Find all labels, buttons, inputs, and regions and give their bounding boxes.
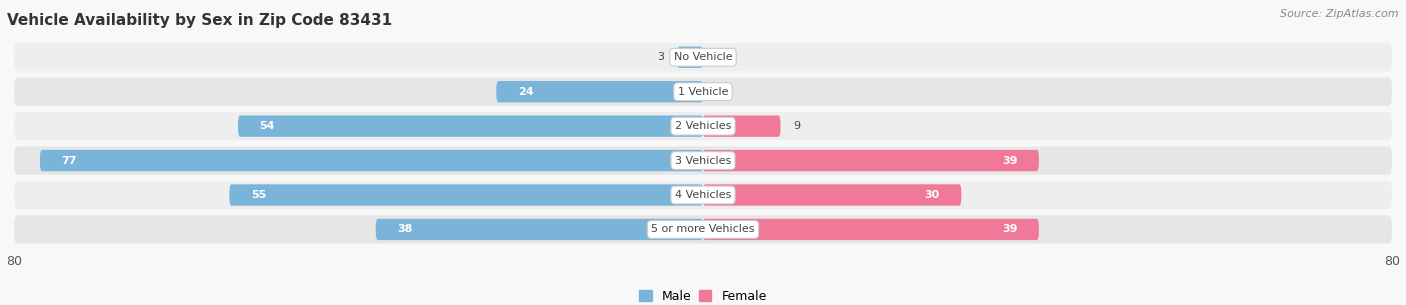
Text: 3 Vehicles: 3 Vehicles: [675, 156, 731, 166]
Text: No Vehicle: No Vehicle: [673, 52, 733, 62]
Text: 3: 3: [657, 52, 664, 62]
FancyBboxPatch shape: [39, 150, 703, 171]
Text: 38: 38: [398, 224, 412, 235]
FancyBboxPatch shape: [703, 150, 1039, 171]
FancyBboxPatch shape: [703, 184, 962, 206]
Text: 0: 0: [716, 87, 723, 97]
Text: 1 Vehicle: 1 Vehicle: [678, 87, 728, 97]
FancyBboxPatch shape: [703, 219, 1039, 240]
Text: 39: 39: [1002, 224, 1018, 235]
Text: 4 Vehicles: 4 Vehicles: [675, 190, 731, 200]
Text: 9: 9: [793, 121, 800, 131]
FancyBboxPatch shape: [703, 116, 780, 137]
FancyBboxPatch shape: [375, 219, 703, 240]
FancyBboxPatch shape: [14, 112, 1392, 140]
FancyBboxPatch shape: [229, 184, 703, 206]
Text: 55: 55: [250, 190, 266, 200]
Text: 24: 24: [517, 87, 533, 97]
FancyBboxPatch shape: [678, 47, 703, 68]
Text: 39: 39: [1002, 156, 1018, 166]
Legend: Male, Female: Male, Female: [634, 285, 772, 305]
FancyBboxPatch shape: [14, 77, 1392, 106]
Text: 30: 30: [925, 190, 939, 200]
FancyBboxPatch shape: [14, 215, 1392, 244]
Text: 0: 0: [716, 52, 723, 62]
FancyBboxPatch shape: [14, 43, 1392, 71]
Text: 54: 54: [260, 121, 276, 131]
Text: 2 Vehicles: 2 Vehicles: [675, 121, 731, 131]
Text: Source: ZipAtlas.com: Source: ZipAtlas.com: [1281, 9, 1399, 19]
Text: Vehicle Availability by Sex in Zip Code 83431: Vehicle Availability by Sex in Zip Code …: [7, 13, 392, 28]
FancyBboxPatch shape: [496, 81, 703, 102]
Text: 5 or more Vehicles: 5 or more Vehicles: [651, 224, 755, 235]
FancyBboxPatch shape: [14, 181, 1392, 209]
FancyBboxPatch shape: [14, 146, 1392, 175]
FancyBboxPatch shape: [238, 116, 703, 137]
Text: 77: 77: [62, 156, 77, 166]
